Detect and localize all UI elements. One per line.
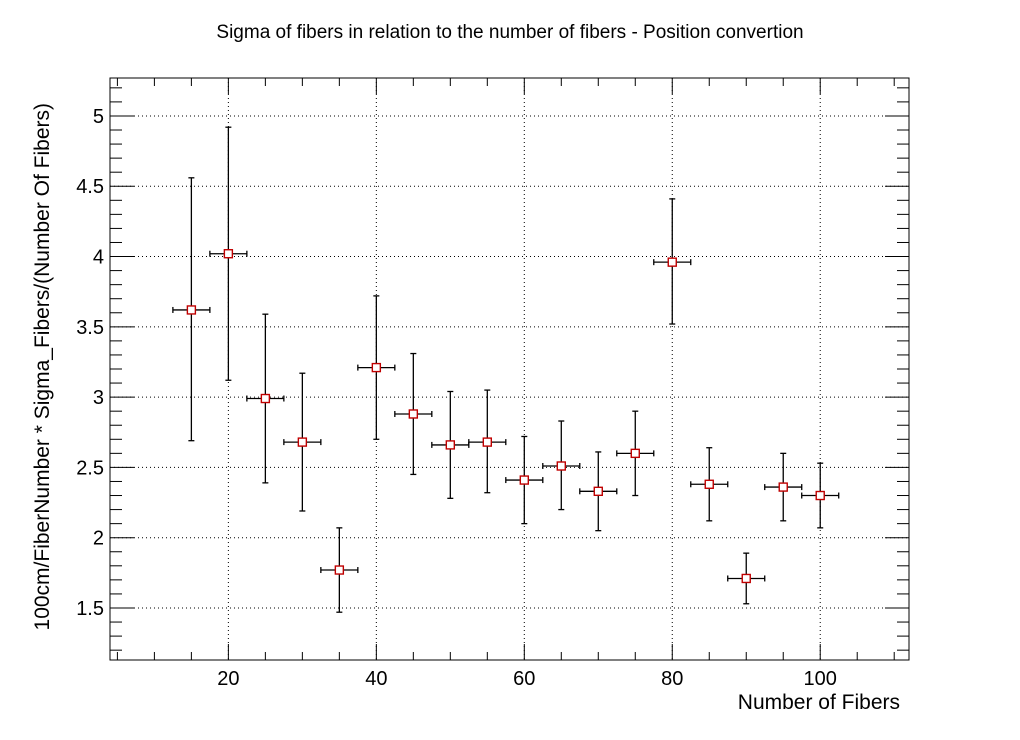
y-tick-label: 4.5 <box>76 176 104 198</box>
data-point <box>616 410 655 497</box>
data-marker <box>741 573 751 584</box>
x-tick-label: 60 <box>513 668 535 690</box>
plot-frame <box>109 77 910 661</box>
tick-labels: 20 40 60 80 100 1.5 2 2.5 3 3.5 4 4.5 5 <box>76 106 837 690</box>
x-tick-label: 20 <box>217 668 239 690</box>
data-point <box>579 451 618 532</box>
data-series <box>172 126 840 613</box>
y-tick-label: 2 <box>93 528 104 550</box>
y-axis-label: 100cm/FiberNumber * Sigma_Fibers/(Number… <box>31 103 54 630</box>
y-tick-label: 1.5 <box>76 598 104 620</box>
x-tick-label: 80 <box>661 668 683 690</box>
y-tick-label: 5 <box>93 106 104 128</box>
data-marker <box>593 486 603 497</box>
x-axis-label: Number of Fibers <box>738 691 900 714</box>
axis-ticks <box>110 78 909 660</box>
y-tick-label: 3 <box>93 387 104 409</box>
data-point <box>172 177 211 442</box>
data-point <box>246 313 285 484</box>
data-marker <box>778 482 788 492</box>
data-marker <box>297 437 308 447</box>
data-marker <box>815 490 825 501</box>
data-point <box>209 126 248 381</box>
data-point <box>283 372 322 512</box>
x-tick-label: 100 <box>804 668 837 690</box>
x-tick-label: 40 <box>365 668 387 690</box>
data-point <box>357 295 396 440</box>
data-marker <box>667 257 677 267</box>
data-marker <box>482 437 493 447</box>
data-point <box>468 389 507 494</box>
grid <box>110 78 909 660</box>
data-marker <box>519 475 529 485</box>
data-point <box>690 447 729 522</box>
data-marker <box>445 440 456 450</box>
data-point <box>431 390 470 499</box>
y-tick-label: 3.5 <box>76 317 104 339</box>
data-marker <box>223 249 234 259</box>
data-marker <box>408 409 419 419</box>
data-point <box>801 462 840 529</box>
data-marker <box>260 393 271 404</box>
data-marker <box>630 448 640 459</box>
y-tick-label: 4 <box>93 247 104 269</box>
data-marker <box>334 565 345 575</box>
data-point <box>542 420 581 511</box>
data-point <box>653 198 692 325</box>
data-marker <box>556 461 566 471</box>
data-point <box>320 527 359 613</box>
data-point <box>764 452 803 522</box>
data-marker <box>704 479 714 489</box>
chart-title: Sigma of fibers in relation to the numbe… <box>216 22 803 43</box>
data-point <box>505 435 544 525</box>
y-tick-label: 2.5 <box>76 457 104 479</box>
data-point <box>394 352 433 476</box>
data-point <box>727 552 766 605</box>
data-marker <box>186 305 197 315</box>
data-marker <box>371 362 382 373</box>
